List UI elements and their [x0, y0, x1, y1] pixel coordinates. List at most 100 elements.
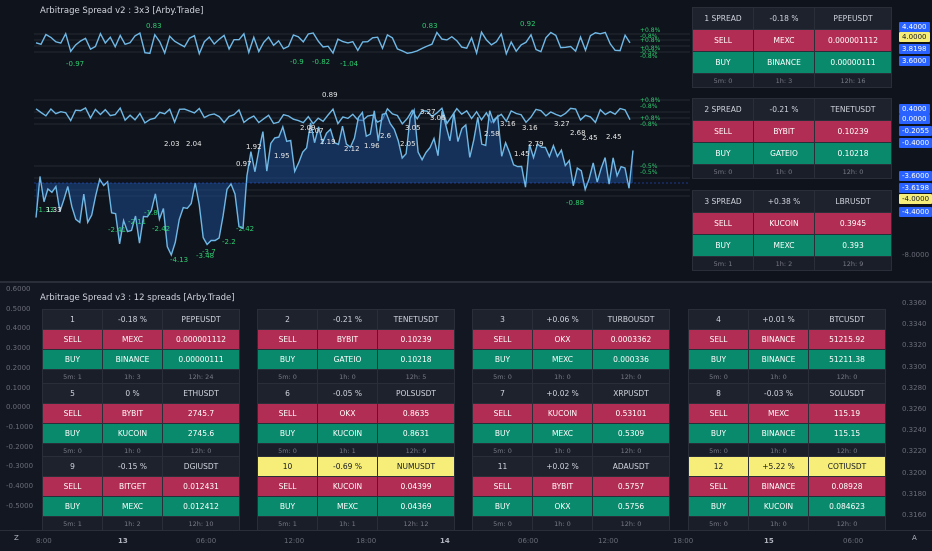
table-cell-header-0: 7: [472, 383, 533, 404]
table-cell-footer-1: 1h: 0: [532, 516, 593, 531]
value-label: 1.95: [274, 152, 290, 160]
table-cell-header-2: ADAUSDT: [592, 456, 670, 477]
table-cell-buy-1: GATEIO: [317, 349, 378, 370]
table-cell-sell-2: 2745.7: [162, 403, 240, 424]
table-row-header: 6 -0.05 % POLSUSDT: [257, 383, 455, 404]
top-spread-chart[interactable]: 0.83 0.83 0.92 -0.97 -0.9 -0.82 -1.04 0.89 2.03 2…: [0, 0, 890, 282]
table-cell-buy-2: 0.8631: [377, 423, 455, 444]
table-row-buy: BUY MEXC 0.5309: [472, 423, 670, 444]
table-row-footer: 5m: 0 1h: 0 12h: 5: [257, 369, 455, 384]
table-cell-footer-0: 5m: 1: [257, 516, 318, 531]
table-cell-sell-1: MEXC: [102, 329, 163, 350]
table-cell-footer-2: 12h: 0: [808, 443, 886, 458]
percent-label: +0.8%: [640, 37, 661, 44]
table-cell-header-1: +0.01 %: [748, 309, 809, 330]
table-cell-sell-0: SELL: [42, 476, 103, 497]
time-axis[interactable]: 8:00 13 06:00 12:00 18:00 14 06:00 12:00 18:00 15…: [0, 530, 932, 551]
table-row-footer: 5m: 0 1h: 0 12h: 0: [688, 443, 886, 458]
table-cell-buy-2: 0.012412: [162, 496, 240, 517]
table-cell-sell-0: SELL: [692, 29, 754, 52]
left-axis-tick: 0.0000: [6, 403, 31, 412]
table-row-buy: BUY MEXC 0.012412: [42, 496, 240, 517]
table-cell-header-0: 5: [42, 383, 103, 404]
table-row-sell: SELL MEXC 0.000001112: [42, 329, 240, 350]
right-axis-tick: 0.3280: [902, 383, 927, 392]
table-cell-buy-0: BUY: [692, 234, 754, 257]
table-cell-footer-0: 5m: 0: [472, 369, 533, 384]
table-cell-buy-2: 2745.6: [162, 423, 240, 444]
time-axis-label: 13: [118, 537, 128, 545]
table-cell-header-1: -0.21 %: [317, 309, 378, 330]
table-cell-footer-2: 12h: 12: [377, 516, 455, 531]
table-row-sell: SELL BYBIT 0.10239: [257, 329, 455, 350]
table-cell-header-0: 4: [688, 309, 749, 330]
table-cell-header-2: PEPEUSDT: [814, 7, 892, 30]
value-label: 1.45: [514, 150, 530, 158]
left-axis-tick: 0.2000: [6, 363, 31, 372]
table-cell-sell-2: 0.8635: [377, 403, 455, 424]
bottom-spread-table-4: 4 +0.01 % BTCUSDT SELL BINANCE 51215.92 BUY BIN…: [688, 309, 886, 384]
table-cell-sell-2: 0.10239: [377, 329, 455, 350]
pane-separator[interactable]: [0, 281, 932, 283]
auto-scale-icon[interactable]: A: [912, 534, 917, 542]
table-cell-sell-0: SELL: [257, 329, 318, 350]
zoom-icon[interactable]: Z: [14, 534, 19, 542]
table-cell-sell-0: SELL: [472, 476, 533, 497]
table-cell-header-1: -0.18 %: [102, 309, 163, 330]
value-label: 0.83: [422, 22, 438, 30]
percent-label: -0.8%: [640, 103, 658, 110]
right-axis-tick: 0.3160: [902, 511, 927, 519]
top-indicator-pane[interactable]: Arbitrage Spread v2 : 3x3 [Arby.Trade] 0…: [0, 0, 932, 282]
bottom-indicator-title[interactable]: Arbitrage Spread v3 : 12 spreads [Arby.T…: [40, 293, 235, 303]
table-cell-sell-0: SELL: [472, 329, 533, 350]
percent-label: -0.8%: [640, 53, 658, 60]
value-label: -0.9: [290, 58, 304, 66]
value-label: 3.27: [420, 108, 436, 116]
table-cell-footer-2: 12h: 0: [808, 516, 886, 531]
table-cell-sell-1: MEXC: [753, 29, 815, 52]
value-label: -4.13: [170, 256, 188, 264]
value-label: 0.92: [520, 20, 536, 28]
table-row-footer: 5m: 0 1h: 3 12h: 16: [692, 73, 892, 88]
table-cell-header-2: SOLUSDT: [808, 383, 886, 404]
table-cell-footer-2: 12h: 0: [592, 516, 670, 531]
table-row-footer: 5m: 0 1h: 0 12h: 0: [472, 369, 670, 384]
table-cell-footer-0: 5m: 1: [692, 256, 754, 271]
left-axis-tick: -0.5000: [6, 501, 34, 510]
table-row-footer: 5m: 0 1h: 0 12h: 0: [692, 164, 892, 179]
table-cell-buy-0: BUY: [472, 349, 533, 370]
table-cell-buy-1: MEXC: [532, 423, 593, 444]
table-row-sell: SELL BYBIT 0.5757: [472, 476, 670, 497]
table-cell-buy-1: KUCOIN: [317, 423, 378, 444]
table-cell-sell-1: BYBIT: [102, 403, 163, 424]
table-cell-footer-0: 5m: 0: [472, 516, 533, 531]
table-cell-buy-0: BUY: [257, 423, 318, 444]
time-axis-label: 06:00: [518, 537, 539, 545]
value-label: -1.04: [340, 60, 359, 68]
table-row-sell: SELL BINANCE 0.08928: [688, 476, 886, 497]
table-cell-footer-1: 1h: 1: [317, 443, 378, 458]
value-label: -3.48: [196, 252, 214, 260]
table-cell-header-0: 9: [42, 456, 103, 477]
table-cell-buy-0: BUY: [692, 142, 754, 165]
value-label: 2.03: [164, 140, 180, 148]
table-cell-header-1: -0.69 %: [317, 456, 378, 477]
table-cell-header-0: 1: [42, 309, 103, 330]
right-axis-tick: 0.3220: [902, 447, 927, 456]
table-row-footer: 5m: 0 1h: 0 12h: 0: [472, 516, 670, 531]
right-axis-tick: 0.3260: [902, 405, 927, 413]
table-cell-footer-1: 1h: 0: [748, 369, 809, 384]
table-cell-buy-2: 115.15: [808, 423, 886, 444]
table-cell-footer-1: 1h: 1: [317, 516, 378, 531]
table-cell-footer-0: 5m: 1: [42, 369, 103, 384]
table-row-buy: BUY OKX 0.5756: [472, 496, 670, 517]
table-row-footer: 5m: 0 1h: 1 12h: 9: [257, 443, 455, 458]
table-cell-buy-1: MEXC: [532, 349, 593, 370]
bottom-indicator-pane[interactable]: Arbitrage Spread v3 : 12 spreads [Arby.T…: [0, 283, 932, 531]
value-label: -0.82: [312, 58, 330, 66]
value-label: 2.6: [380, 132, 392, 140]
price-scale-badge: 4.4000: [899, 22, 930, 32]
value-label: 2.19: [320, 138, 336, 146]
top-indicator-title[interactable]: Arbitrage Spread v2 : 3x3 [Arby.Trade]: [40, 6, 204, 16]
